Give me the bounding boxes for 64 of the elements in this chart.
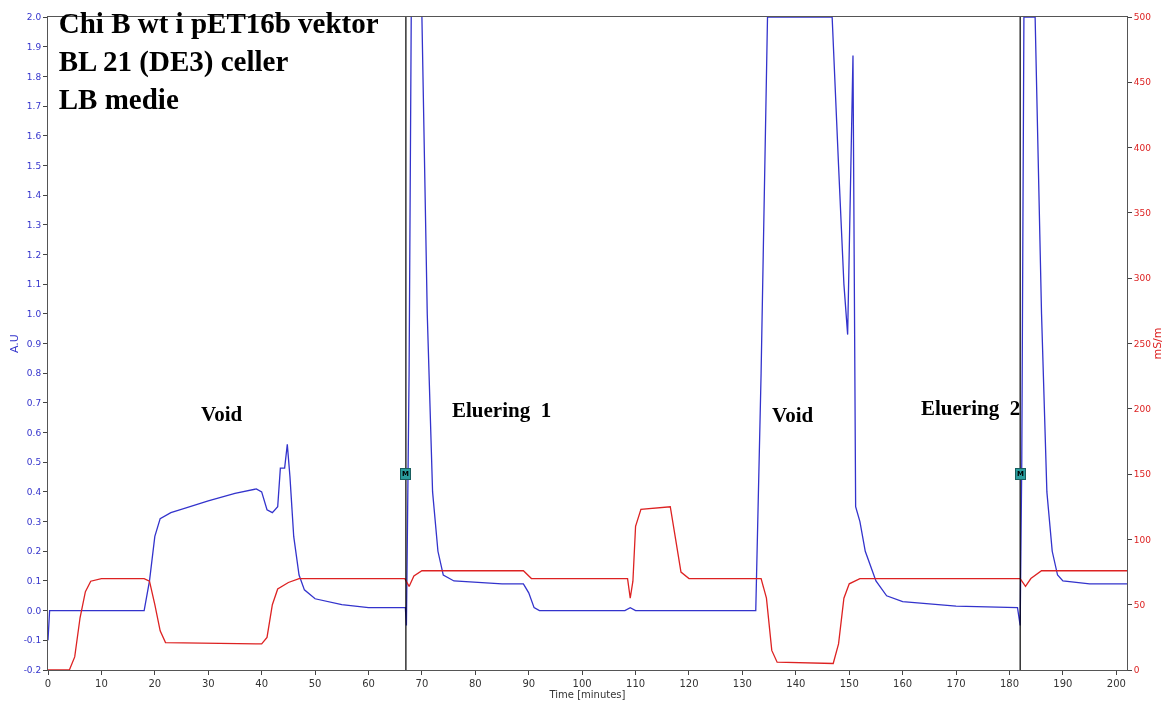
y-axis-title: A.U bbox=[8, 334, 22, 353]
y-tick-label: 2.0 bbox=[26, 12, 42, 23]
annotation: Void bbox=[201, 402, 243, 426]
y-tick-label: 0.1 bbox=[26, 576, 42, 587]
x-tick-label: 100 bbox=[572, 678, 592, 689]
y2-tick-label: 200 bbox=[1133, 403, 1152, 414]
x-tick-label: 40 bbox=[255, 678, 269, 689]
x-tick-label: 160 bbox=[893, 678, 913, 689]
y-tick-label: 1.8 bbox=[26, 71, 42, 82]
y-tick-label: 0.4 bbox=[26, 487, 42, 498]
y-tick-label: 1.3 bbox=[26, 219, 42, 230]
y-tick-label: -0.2 bbox=[23, 665, 42, 676]
x-tick-label: 130 bbox=[732, 678, 752, 689]
x-tick-label: 150 bbox=[839, 678, 859, 689]
text: Chi B wt i pET16b vektor BL 21 (DE3) celler LB medie bbox=[58, 7, 379, 115]
annotation: Eluering 2 bbox=[921, 396, 1021, 420]
y-tick-label: 0.5 bbox=[26, 457, 42, 468]
x-tick-label: 200 bbox=[1106, 678, 1126, 689]
y2-tick-label: 400 bbox=[1133, 142, 1152, 153]
y2-tick-label: 0 bbox=[1133, 665, 1140, 676]
y2-tick-label: 250 bbox=[1133, 338, 1152, 349]
x-tick-label: 80 bbox=[468, 678, 482, 689]
y-tick-label: -0.1 bbox=[23, 635, 42, 646]
y2-tick-label: 50 bbox=[1133, 599, 1146, 610]
y-tick-label: 0.9 bbox=[26, 338, 42, 349]
x-tick-label: 120 bbox=[679, 678, 699, 689]
y-tick-label: 1.2 bbox=[26, 249, 42, 260]
y-tick-label: 1.9 bbox=[26, 41, 42, 52]
x-tick-label: 90 bbox=[522, 678, 536, 689]
y-tick-label: 1.1 bbox=[26, 279, 42, 290]
x-tick-label: 70 bbox=[415, 678, 429, 689]
y-tick-label: 0.6 bbox=[26, 427, 42, 438]
y-tick-label: 1.6 bbox=[26, 130, 42, 141]
y-tick-label: 1.0 bbox=[26, 308, 42, 319]
x-tick-label: 30 bbox=[201, 678, 215, 689]
x-tick-label: 20 bbox=[148, 678, 162, 689]
annotation: Void bbox=[772, 403, 814, 427]
y2-tick-label: 150 bbox=[1133, 469, 1152, 480]
y-tick-label: 1.7 bbox=[26, 101, 42, 112]
y2-tick-label: 450 bbox=[1133, 77, 1152, 88]
x-tick-label: 110 bbox=[626, 678, 646, 689]
x-axis-title: Time [minutes] bbox=[548, 689, 626, 700]
y2-tick-label: 100 bbox=[1133, 534, 1152, 545]
x-tick-label: 140 bbox=[786, 678, 806, 689]
y-tick-label: 0.0 bbox=[26, 605, 42, 616]
x-tick-label: 50 bbox=[308, 678, 322, 689]
y2-tick-label: 350 bbox=[1133, 208, 1152, 219]
x-tick-label: 180 bbox=[999, 678, 1020, 689]
y2-tick-label: 500 bbox=[1133, 12, 1152, 23]
y2-tick-label: 300 bbox=[1133, 273, 1152, 284]
y-tick-label: 1.4 bbox=[26, 190, 42, 201]
y-tick-label: 0.2 bbox=[26, 546, 42, 557]
y-tick-label: 0.7 bbox=[26, 398, 42, 409]
line-series bbox=[48, 506, 1127, 670]
x-tick-label: 10 bbox=[95, 678, 108, 689]
x-tick-label: 170 bbox=[946, 678, 966, 689]
x-tick-label: 0 bbox=[44, 678, 52, 689]
annotation: Eluering 1 bbox=[452, 398, 552, 422]
y-tick-label: 1.5 bbox=[26, 160, 42, 171]
y-tick-label: 0.8 bbox=[26, 368, 42, 379]
x-tick-label: 60 bbox=[362, 678, 375, 689]
x-tick-label: 190 bbox=[1053, 678, 1073, 689]
y2-axis-title: mS/m bbox=[1151, 327, 1165, 360]
y-tick-label: 0.3 bbox=[26, 516, 42, 527]
